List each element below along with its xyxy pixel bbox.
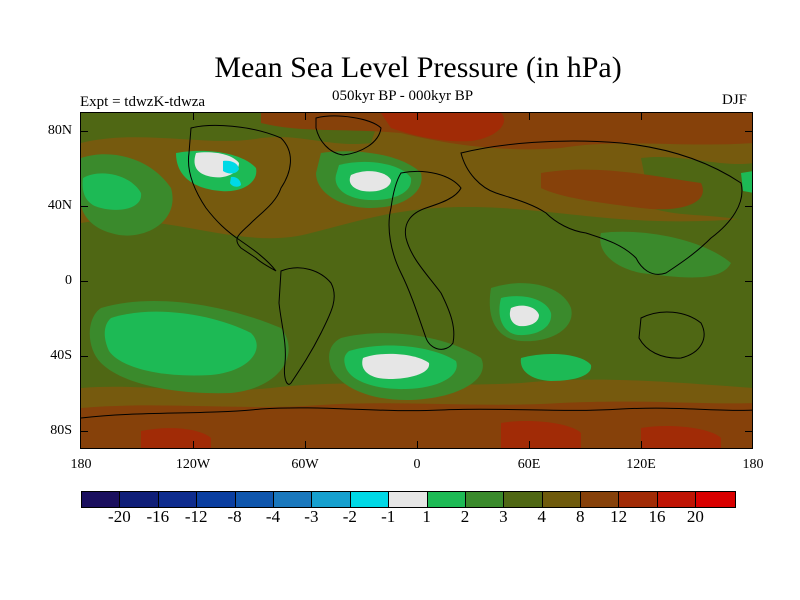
y-tick-mark	[80, 206, 88, 207]
colorbar-swatch	[158, 492, 198, 507]
colorbar-swatch	[197, 492, 236, 507]
coast-greenland	[315, 115, 382, 156]
field-region-green-south-pacific	[104, 311, 257, 376]
x-tick-mark	[417, 112, 418, 120]
y-tick-mark	[745, 431, 753, 432]
colorbar-swatch	[120, 492, 159, 507]
colorbar-label: 20	[686, 507, 704, 526]
y-tick-mark	[745, 356, 753, 357]
coast-antarctica	[81, 407, 752, 419]
coast-south-america	[278, 267, 335, 385]
colorbar-swatch	[542, 492, 582, 507]
colorbar-label: -3	[304, 507, 319, 526]
field-region-red-arctic	[381, 113, 505, 142]
x-tick-mark	[529, 441, 530, 449]
field-region-green-east-edge	[741, 171, 752, 193]
y-tick-mark	[80, 356, 88, 357]
colorbar-swatch	[235, 492, 274, 507]
colorbar-swatch	[273, 492, 313, 507]
y-tick-label: 40S	[50, 348, 72, 363]
x-tick-label: 60W	[291, 457, 319, 472]
x-tick-mark	[641, 112, 642, 120]
x-tick-mark	[193, 441, 194, 449]
x-tick-mark	[641, 441, 642, 449]
experiment-label: Expt = tdwzK-tdwza	[80, 94, 206, 110]
y-tick-mark	[80, 281, 88, 282]
colorbar-label: 16	[648, 507, 666, 526]
field-region-red-antarctic-2	[501, 421, 581, 448]
y-tick-mark	[745, 206, 753, 207]
colorbar-label: 2	[460, 507, 470, 526]
field-region-red-antarctic-3	[641, 426, 721, 448]
colorbar-swatch	[389, 492, 428, 507]
x-tick-label: 180	[70, 457, 92, 472]
field-region-cyan-hudson	[230, 176, 241, 187]
x-tick-mark	[305, 112, 306, 120]
x-tick-label: 180	[742, 457, 764, 472]
y-tick-label: 40N	[47, 198, 72, 213]
colorbar-label: 3	[499, 507, 508, 526]
field-region-orange-asia	[541, 169, 703, 210]
colorbar-label: -16	[146, 507, 170, 526]
field-region-white-north-atlantic	[349, 171, 391, 192]
coast-europe-africa	[388, 170, 462, 350]
map-title: Mean Sea Level Pressure (in hPa)	[214, 51, 622, 84]
map-subtitle: 050kyr BP - 000kyr BP	[332, 88, 474, 104]
colorbar-swatch	[619, 492, 658, 507]
colorbar-swatch	[465, 492, 505, 507]
y-tick-mark	[745, 281, 753, 282]
x-tick-mark	[417, 441, 418, 449]
colorbar-label: 8	[575, 507, 585, 526]
colorbar-swatch	[581, 492, 620, 507]
x-tick-mark	[529, 112, 530, 120]
y-tick-mark	[80, 431, 88, 432]
field-region-white-south-atlantic	[362, 353, 430, 379]
y-tick-label: 80S	[50, 423, 72, 438]
colorbar-swatch	[350, 492, 390, 507]
coast-asia	[460, 140, 743, 275]
field-region-green-south-indian	[520, 353, 592, 381]
colorbar-swatch	[427, 492, 466, 507]
colorbar-label: -2	[342, 507, 357, 526]
map-panel	[80, 112, 753, 449]
colorbar-label: -4	[265, 507, 281, 526]
x-tick-label: 120E	[626, 457, 656, 472]
coastlines	[81, 115, 752, 419]
y-tick-mark	[80, 131, 88, 132]
pressure-field-map	[81, 113, 752, 448]
x-tick-mark	[305, 441, 306, 449]
coast-north-america	[187, 124, 291, 272]
colorbar-swatch	[657, 492, 697, 507]
field-region-orange-arctic	[261, 113, 752, 150]
x-tick-label: 0	[413, 457, 421, 472]
colorbar-label: -20	[108, 507, 131, 526]
colorbar-label: -12	[184, 507, 208, 526]
field-region-white-indian	[509, 305, 539, 327]
colorbar-swatch	[312, 492, 351, 507]
y-tick-label: 0	[65, 273, 72, 288]
field-region-green-north-pacific	[82, 173, 142, 210]
field-region-orange-antarctic	[81, 401, 752, 448]
colorbar	[81, 491, 736, 508]
x-tick-label: 60E	[517, 457, 541, 472]
colorbar-label: 4	[537, 507, 547, 526]
x-tick-mark	[193, 112, 194, 120]
colorbar-swatch	[82, 492, 121, 507]
field-region-darkgreen-pacific-east	[600, 231, 731, 278]
colorbar-swatch	[504, 492, 543, 507]
colorbar-swatch	[696, 492, 735, 507]
colorbar-label: 1	[422, 507, 431, 526]
colorbar-label: 12	[610, 507, 628, 526]
field-region-cyan-canada	[223, 160, 239, 174]
season-label: DJF	[722, 92, 748, 108]
colorbar-label: -8	[227, 507, 242, 526]
colorbar-label: -1	[381, 507, 396, 526]
x-tick-label: 120W	[175, 457, 211, 472]
y-tick-label: 80N	[47, 123, 72, 138]
y-tick-mark	[745, 131, 753, 132]
coast-australia	[638, 311, 705, 359]
